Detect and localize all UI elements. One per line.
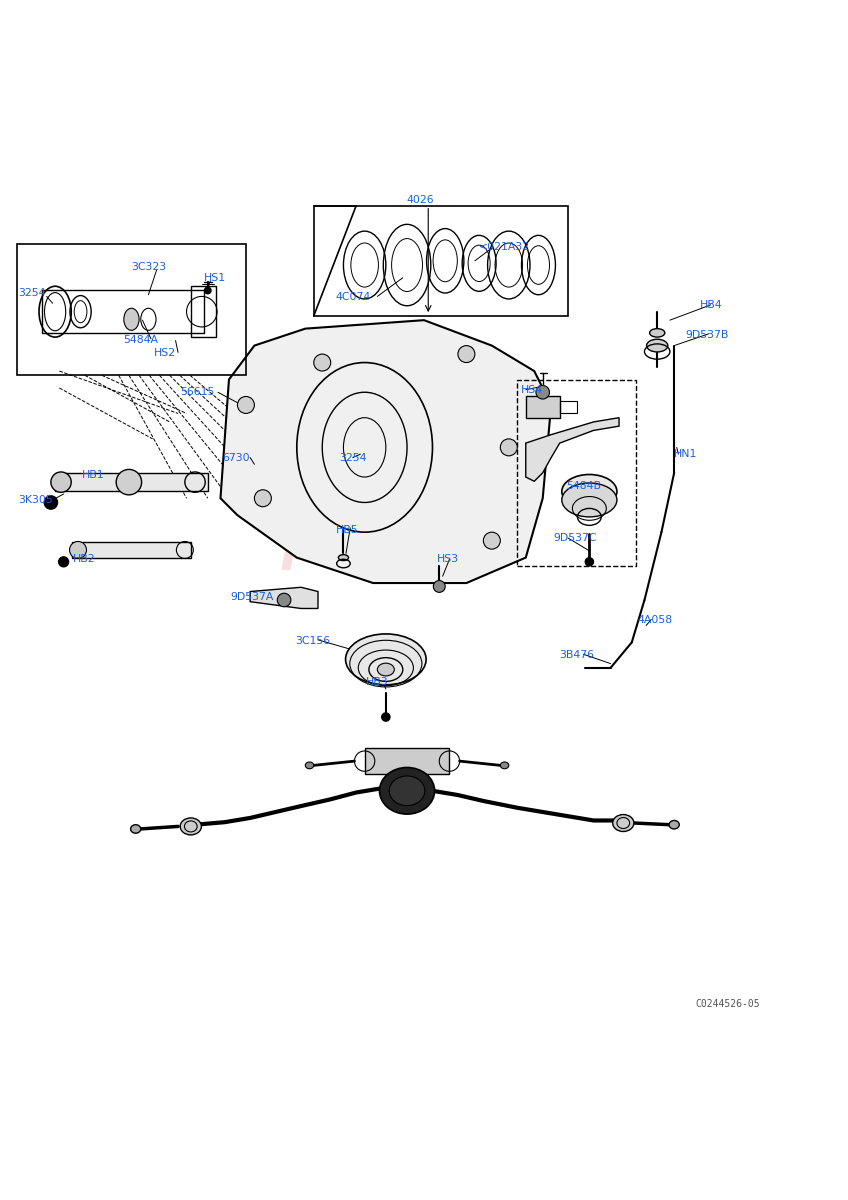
Text: HB1: HB1 xyxy=(81,470,104,480)
Text: 3254: 3254 xyxy=(339,452,366,462)
Bar xyxy=(517,379,636,566)
Text: 4026: 4026 xyxy=(406,194,433,205)
Ellipse shape xyxy=(500,762,509,769)
Text: HS4: HS4 xyxy=(521,385,543,395)
Text: HS2: HS2 xyxy=(154,348,176,359)
Circle shape xyxy=(70,541,86,558)
Text: 3K305: 3K305 xyxy=(19,494,53,505)
Text: 3254: 3254 xyxy=(19,288,46,298)
Text: 6730: 6730 xyxy=(222,454,250,463)
Bar xyxy=(526,396,560,418)
Bar xyxy=(314,205,568,316)
Text: 3C323: 3C323 xyxy=(131,262,166,271)
Circle shape xyxy=(458,346,475,362)
Circle shape xyxy=(116,469,142,494)
Ellipse shape xyxy=(181,818,202,835)
Ellipse shape xyxy=(389,776,425,805)
Text: HB5: HB5 xyxy=(336,524,359,535)
Ellipse shape xyxy=(669,821,679,829)
Text: <021A32: <021A32 xyxy=(479,242,530,252)
Circle shape xyxy=(500,439,517,456)
Text: scuderia
parts: scuderia parts xyxy=(230,460,483,570)
Bar xyxy=(191,287,216,337)
Text: HB2: HB2 xyxy=(73,554,96,564)
Text: 9D537B: 9D537B xyxy=(685,330,728,340)
Circle shape xyxy=(314,354,331,371)
Ellipse shape xyxy=(650,329,665,337)
Bar xyxy=(55,473,208,492)
Polygon shape xyxy=(526,418,619,481)
Ellipse shape xyxy=(561,474,617,509)
Ellipse shape xyxy=(646,340,668,352)
Circle shape xyxy=(51,472,71,492)
Text: 9D537A: 9D537A xyxy=(231,592,274,601)
Text: 3C156: 3C156 xyxy=(295,636,330,646)
Ellipse shape xyxy=(561,482,617,517)
Text: HN1: HN1 xyxy=(674,449,698,460)
Circle shape xyxy=(277,593,291,607)
Text: C0244526-05: C0244526-05 xyxy=(695,998,760,1009)
Text: 3B476: 3B476 xyxy=(560,650,594,660)
Bar xyxy=(365,749,449,774)
Ellipse shape xyxy=(346,634,426,685)
Text: 4C074: 4C074 xyxy=(335,293,371,302)
Ellipse shape xyxy=(377,664,394,676)
Circle shape xyxy=(44,496,58,509)
Circle shape xyxy=(254,490,271,506)
Text: HS3: HS3 xyxy=(437,554,459,564)
Bar xyxy=(17,244,246,376)
Ellipse shape xyxy=(338,554,349,560)
Ellipse shape xyxy=(124,308,139,330)
Circle shape xyxy=(433,581,445,593)
Polygon shape xyxy=(220,320,551,583)
Circle shape xyxy=(237,396,254,414)
Circle shape xyxy=(382,713,390,721)
Bar xyxy=(72,542,191,558)
Circle shape xyxy=(536,385,550,400)
Text: 9D537C: 9D537C xyxy=(553,533,596,544)
Ellipse shape xyxy=(131,824,141,833)
Text: HB4: HB4 xyxy=(700,300,722,310)
Text: HS1: HS1 xyxy=(204,272,226,283)
Ellipse shape xyxy=(379,768,434,814)
Text: 5484A: 5484A xyxy=(123,335,158,344)
Ellipse shape xyxy=(305,762,314,769)
Bar xyxy=(42,290,204,332)
Circle shape xyxy=(585,558,594,566)
Circle shape xyxy=(483,532,500,550)
Ellipse shape xyxy=(612,815,633,832)
Bar xyxy=(560,401,577,414)
Text: 4A058: 4A058 xyxy=(638,614,672,624)
Circle shape xyxy=(204,287,211,294)
Text: HB3: HB3 xyxy=(366,677,389,688)
Circle shape xyxy=(59,557,69,566)
Text: 56615: 56615 xyxy=(180,388,215,397)
Polygon shape xyxy=(250,587,318,608)
Text: 5484B: 5484B xyxy=(566,480,601,491)
